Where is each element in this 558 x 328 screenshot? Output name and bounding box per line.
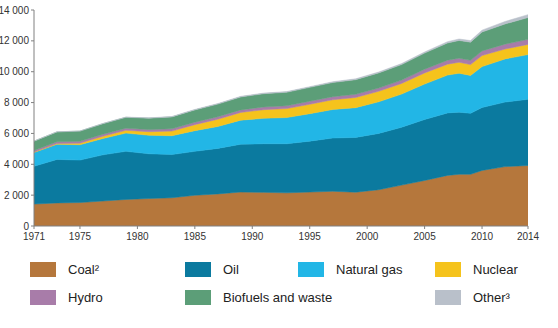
y-tick-label: 10 000 — [0, 66, 29, 77]
legend-swatch — [185, 262, 211, 277]
x-tick — [424, 226, 425, 229]
areas — [34, 15, 528, 226]
legend-swatch — [30, 262, 56, 277]
legend-label: Nuclear — [473, 262, 518, 277]
x-tick-label: 1971 — [23, 231, 46, 242]
x-axis — [34, 226, 528, 227]
legend-label: Oil — [223, 262, 239, 277]
x-tick — [137, 226, 138, 229]
legend-swatch — [30, 290, 56, 305]
x-tick — [367, 226, 368, 229]
x-tick-label: 1985 — [184, 231, 207, 242]
y-tick — [31, 195, 34, 196]
legend-swatch — [435, 262, 461, 277]
x-tick — [528, 226, 529, 229]
x-tick-label: 2014 — [517, 231, 540, 242]
y-tick — [31, 102, 34, 103]
x-tick-label: 1990 — [241, 231, 264, 242]
legend-label: Other³ — [473, 290, 511, 305]
x-tick — [482, 226, 483, 229]
y-tick — [31, 133, 34, 134]
x-tick-label: 2000 — [356, 231, 379, 242]
x-tick — [309, 226, 310, 229]
y-tick-label: 8 000 — [4, 97, 29, 108]
x-tick — [194, 226, 195, 229]
y-tick — [31, 164, 34, 165]
x-tick — [79, 226, 80, 229]
y-tick-label: 2 000 — [4, 190, 29, 201]
x-tick-label: 1975 — [69, 231, 92, 242]
y-tick-label: 0 — [23, 221, 29, 232]
y-tick — [31, 40, 34, 41]
legend-label: Coal² — [68, 262, 100, 277]
legend-label: Biofuels and waste — [223, 290, 332, 305]
x-tick-label: 2010 — [471, 231, 494, 242]
y-tick-label: 14 000 — [0, 5, 29, 16]
legend-swatch — [185, 290, 211, 305]
legend-swatch — [435, 290, 461, 305]
area — [34, 15, 528, 142]
y-tick-label: 4 000 — [4, 159, 29, 170]
x-tick-label: 1980 — [126, 231, 149, 242]
y-tick-label: 6 000 — [4, 128, 29, 139]
chart: 0 2 000 4 000 6 000 8 000 10 000 12 000 14 000 1… — [0, 0, 558, 328]
legend-label: Natural gas — [336, 262, 403, 277]
y-tick — [31, 10, 34, 11]
x-tick-label: 1995 — [299, 231, 322, 242]
legend-swatch — [298, 262, 324, 277]
y-tick — [31, 71, 34, 72]
legend-label: Hydro — [68, 290, 103, 305]
x-tick — [252, 226, 253, 229]
area — [34, 18, 528, 151]
y-axis — [34, 10, 35, 226]
y-tick-label: 12 000 — [0, 35, 29, 46]
x-tick-label: 2005 — [413, 231, 436, 242]
x-tick — [34, 226, 35, 229]
